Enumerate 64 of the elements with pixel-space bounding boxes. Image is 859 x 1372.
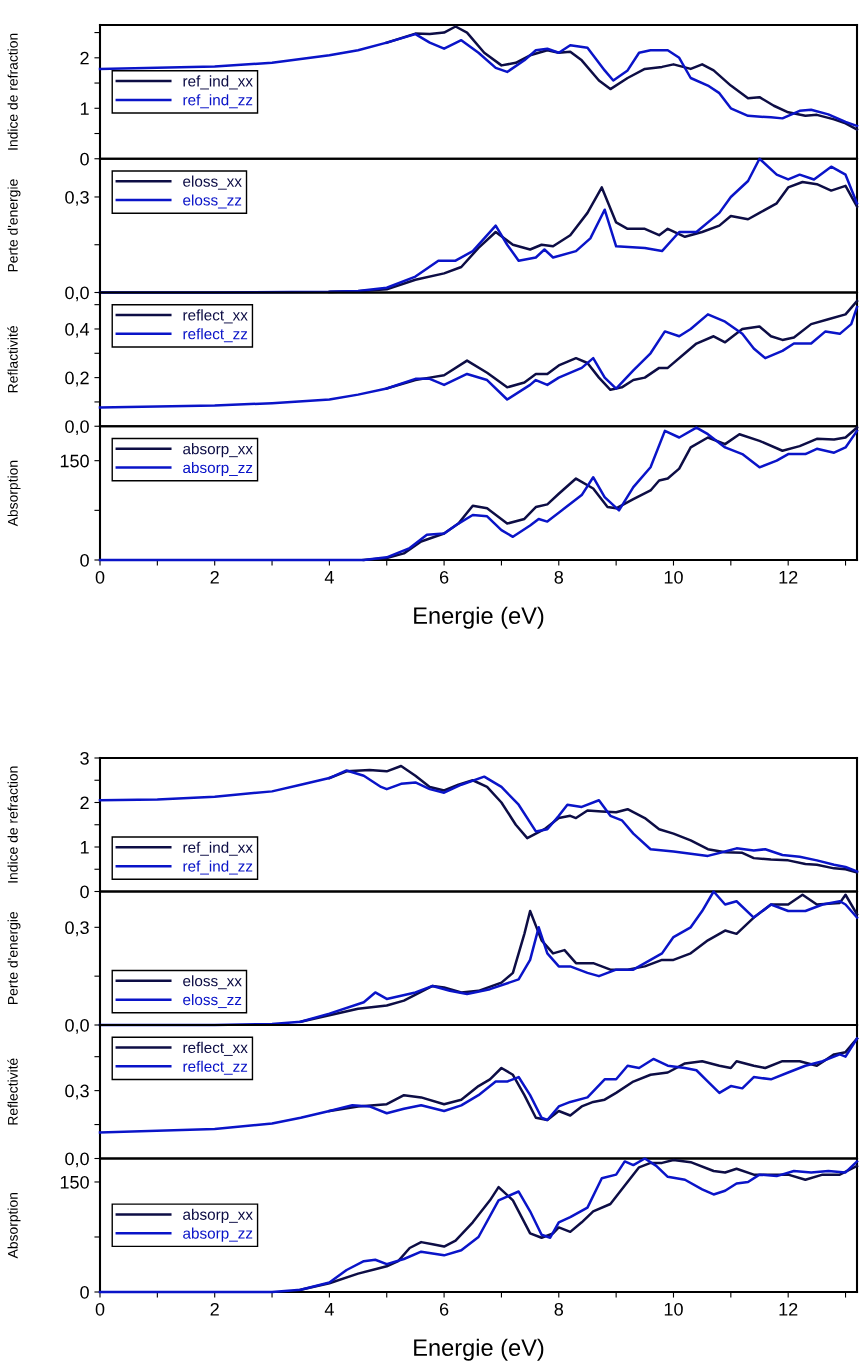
- legend-label: ref_ind_zz: [183, 860, 253, 875]
- x-axis-title: Energie (eV): [414, 606, 544, 629]
- y-axis-title: Absorption: [7, 1192, 21, 1259]
- line-series: [98, 769, 859, 873]
- y-axis-title: Perte d'energie: [7, 179, 21, 272]
- legend-label: absorp_zz: [183, 461, 253, 477]
- x-tick-label: 4: [324, 571, 334, 584]
- y-tick-label: 0,3: [65, 190, 89, 206]
- y-tick-label: 2: [80, 796, 89, 810]
- y-tick-label: 3: [80, 751, 89, 765]
- legend-label: ref_ind_zz: [183, 94, 253, 109]
- x-tick-label: 12: [779, 570, 798, 584]
- y-tick-label: 0: [80, 885, 89, 899]
- legend-label: eloss_xx: [183, 975, 242, 990]
- x-tick-label: 8: [554, 570, 564, 584]
- x-tick-label: 6: [439, 1302, 449, 1316]
- legend-label: reflect_xx: [183, 309, 248, 324]
- legend-label: absorp_zz: [183, 1227, 253, 1242]
- x-tick-label: 0: [95, 570, 105, 584]
- text: eloss_xx: [183, 175, 242, 190]
- y-tick-label: 1: [80, 841, 89, 854]
- text: reflect_zz: [183, 1060, 248, 1075]
- y-tick-label: 0,0: [65, 1152, 89, 1168]
- y-tick-label: 2: [80, 51, 89, 65]
- x-tick-label: 2: [210, 1302, 219, 1316]
- line-series: [98, 305, 859, 409]
- x-tick-label: 12: [779, 1302, 798, 1316]
- legend-label: absorp_xx: [183, 1208, 253, 1223]
- y-tick-label: 150: [60, 454, 89, 468]
- y-axis-title: Absorption: [7, 460, 21, 527]
- x-tick-label: 10: [664, 1302, 683, 1316]
- legend-label: eloss_zz: [183, 993, 242, 1009]
- text: eloss_zz: [183, 194, 242, 209]
- y-tick-label: 1: [80, 102, 89, 115]
- legend-label: ref_ind_xx: [183, 75, 253, 90]
- y-axis-title: Reflectivité: [7, 1058, 18, 1125]
- x-tick-label: 6: [439, 570, 449, 584]
- y-axis-title: Indice de refraction: [7, 766, 18, 883]
- y-tick-label: 0,3: [65, 921, 89, 937]
- y-tick-label: 0,4: [65, 322, 90, 338]
- y-tick-label: 150: [60, 1175, 89, 1189]
- text: reflect_xx: [183, 1041, 248, 1056]
- y-tick-label: 0: [80, 1285, 89, 1299]
- y-tick-label: 0: [80, 152, 89, 166]
- y-axis-title: Perte d'energie: [7, 911, 21, 1004]
- x-tick-label: 8: [554, 1302, 564, 1316]
- legend-label: absorp_xx: [183, 443, 253, 458]
- x-tick-label: 0: [95, 1302, 105, 1316]
- line-series: [98, 32, 859, 128]
- legend-label: ref_ind_xx: [183, 841, 253, 856]
- x-tick-label: 2: [210, 570, 219, 584]
- y-tick-label: 0,0: [65, 286, 89, 302]
- y-axis-title: Reflactivité: [7, 326, 18, 393]
- y-tick-label: 0,3: [65, 1084, 89, 1100]
- x-axis-title: Energie (eV): [414, 1338, 544, 1361]
- y-tick-label: 0: [80, 553, 89, 567]
- x-tick-label: 10: [664, 570, 683, 584]
- y-tick-label: 0,0: [65, 1018, 89, 1034]
- y-tick-label: 0,0: [65, 420, 89, 436]
- line-series: [98, 1037, 859, 1134]
- x-tick-label: 4: [324, 1303, 334, 1316]
- legend-label: reflect_zz: [183, 328, 248, 343]
- y-axis-title: Indice de refraction: [7, 33, 18, 150]
- y-tick-label: 0,2: [65, 371, 89, 387]
